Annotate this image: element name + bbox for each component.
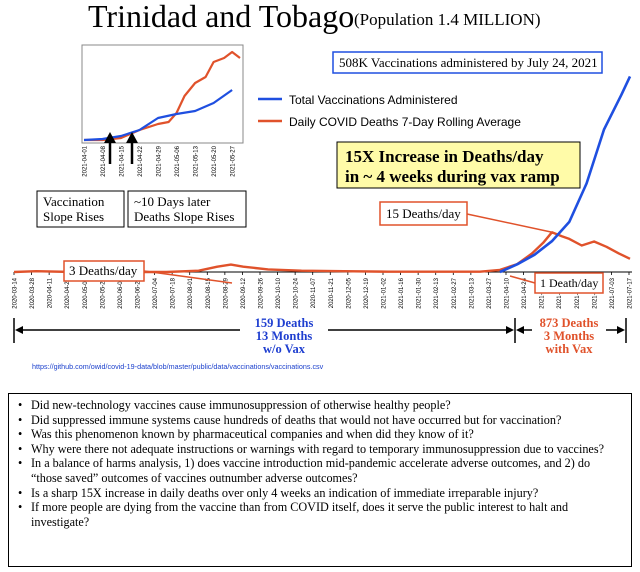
x-tick-label: 2021-02-13 [434, 277, 440, 308]
x-tick-label: 2021-01-16 [399, 277, 405, 308]
legend-label-vaccinations: Total Vaccinations Administered [289, 93, 458, 107]
vax-slope-line-2: Slope Rises [43, 209, 104, 224]
period-2-duration: 3 Months [544, 329, 594, 343]
vaccinations-callout-text: 508K Vaccinations administered by July 2… [339, 55, 598, 70]
period-2-arrowhead-left [516, 326, 524, 334]
question-item: Was this phenomenon known by pharmaceuti… [18, 427, 623, 442]
x-tick-label: 2020-03-28 [30, 277, 36, 308]
questions-box: Did new-technology vaccines cause immuno… [8, 393, 632, 567]
x-tick-label: 2020-08-15 [206, 277, 212, 308]
vax-slope-arrowhead [104, 132, 116, 143]
death-slope-line-1: ~10 Days later [134, 194, 211, 209]
period-1-arrowhead-right [506, 326, 514, 334]
x-tick-label: 2020-10-24 [294, 277, 300, 308]
x-tick-label: 2020-03-14 [13, 277, 19, 308]
x-tick-label: 2021-04-24 [522, 277, 528, 308]
death-slope-line-2: Deaths Slope Rises [134, 209, 234, 224]
chart-canvas: Trinidad and Tobago (Population 1.4 MILL… [13, 0, 634, 371]
x-tick-label: 2020-04-25 [65, 277, 71, 308]
x-tick-label: 2020-11-21 [329, 277, 335, 308]
vaccinations-callout-box [332, 51, 603, 74]
inset-x-tick-label: 2021-05-20 [212, 145, 218, 176]
x-tick-label: 2020-12-05 [346, 277, 352, 308]
x-tick-label: 2020-07-04 [153, 277, 159, 308]
inset-x-tick-label: 2021-04-22 [138, 145, 144, 176]
vaccinations-series-line [499, 75, 632, 274]
question-item: Is a sharp 15X increase in daily deaths … [18, 486, 623, 501]
x-tick-label: 2020-12-19 [364, 277, 370, 308]
x-tick-label: 2020-11-07 [311, 277, 317, 308]
x-tick-label: 2020-07-18 [171, 277, 177, 308]
x-tick-label: 2021-07-03 [610, 277, 616, 308]
x-tick-label: 2020-05-23 [100, 277, 106, 308]
question-item: Why were there not adequate instructions… [18, 442, 623, 457]
death-slope-arrowhead [126, 132, 138, 143]
x-tick-label: 2021-02-27 [452, 277, 458, 308]
x-tick-label: 2020-06-06 [118, 277, 124, 308]
x-tick-label: 2020-10-10 [276, 277, 282, 308]
inset-x-tick-label: 2021-04-08 [101, 145, 107, 176]
inset-x-tick-label: 2021-05-27 [231, 145, 237, 176]
question-item: Did suppressed immune systems cause hund… [18, 413, 623, 428]
deaths-series-line [13, 231, 631, 274]
question-item: If more people are dying from the vaccin… [18, 500, 623, 529]
x-tick-label: 2020-08-01 [188, 277, 194, 308]
peak-label-connector [466, 213, 552, 233]
x-tick-label: 2020-04-11 [48, 277, 54, 308]
x-tick-label: 2020-05-09 [83, 277, 89, 308]
x-tick-label: 2020-06-20 [136, 277, 142, 308]
headline-box [336, 141, 581, 189]
inset-x-tick-label: 2021-04-15 [120, 145, 126, 176]
inset-x-tick-label: 2021-04-01 [83, 145, 89, 176]
headline-line-2: in ~ 4 weeks during vax ramp [345, 167, 560, 186]
chart-subtitle: (Population 1.4 MILLION) [354, 10, 541, 29]
period-2-arrowhead-right [617, 326, 625, 334]
question-item: In a balance of harms analysis, 1) does … [18, 456, 623, 485]
x-tick-label: 2021-03-27 [487, 277, 493, 308]
x-tick-label: 2020-08-29 [223, 277, 229, 308]
legend-label-deaths: Daily COVID Deaths 7-Day Rolling Average [289, 115, 521, 129]
x-tick-label: 2021-07-17 [628, 277, 634, 308]
low-label-box [534, 272, 604, 294]
period-1-duration: 13 Months [256, 329, 313, 343]
inset-deaths-line [84, 50, 241, 142]
inset-x-tick-label: 2021-04-29 [157, 145, 163, 176]
period-1-arrowhead-left [15, 326, 23, 334]
source-link[interactable]: https://github.com/owid/covid-19-data/bl… [32, 362, 324, 371]
period-2-deaths: 873 Deaths [540, 316, 599, 330]
x-tick-label: 2021-01-02 [382, 277, 388, 308]
x-tick-label: 2021-03-13 [469, 277, 475, 308]
period-2-note: with Vax [546, 342, 594, 356]
questions-list: Did new-technology vaccines cause immuno… [17, 398, 623, 529]
x-tick-label: 2020-09-12 [241, 277, 247, 308]
x-tick-label: 2020-09-26 [259, 277, 265, 308]
inset-x-tick-label: 2021-05-13 [194, 145, 200, 176]
inset-x-tick-label: 2021-05-06 [175, 145, 181, 176]
x-tick-label: 2021-01-30 [417, 277, 423, 308]
peak-label-text: 15 Deaths/day [386, 206, 461, 221]
vax-slope-line-1: Vaccination [43, 194, 105, 209]
low-label-text: 1 Death/day [540, 276, 598, 290]
chart-title: Trinidad and Tobago [88, 0, 354, 34]
headline-line-1: 15X Increase in Deaths/day [345, 147, 544, 166]
inset-x-ticks: 2021-04-01 2021-04-08 2021-04-15 2021-04-22… [83, 145, 237, 176]
early-label-text: 3 Deaths/day [69, 263, 138, 278]
peak-label-box [379, 201, 468, 226]
low-label-connector [509, 275, 536, 284]
early-label-connector [143, 270, 233, 284]
x-tick-label: 2021-04-10 [505, 277, 511, 308]
vax-slope-box [36, 190, 125, 228]
question-item: Did new-technology vaccines cause immuno… [18, 398, 623, 413]
period-1-deaths: 159 Deaths [255, 316, 314, 330]
death-slope-box [127, 190, 247, 228]
period-1-note: w/o Vax [263, 342, 306, 356]
